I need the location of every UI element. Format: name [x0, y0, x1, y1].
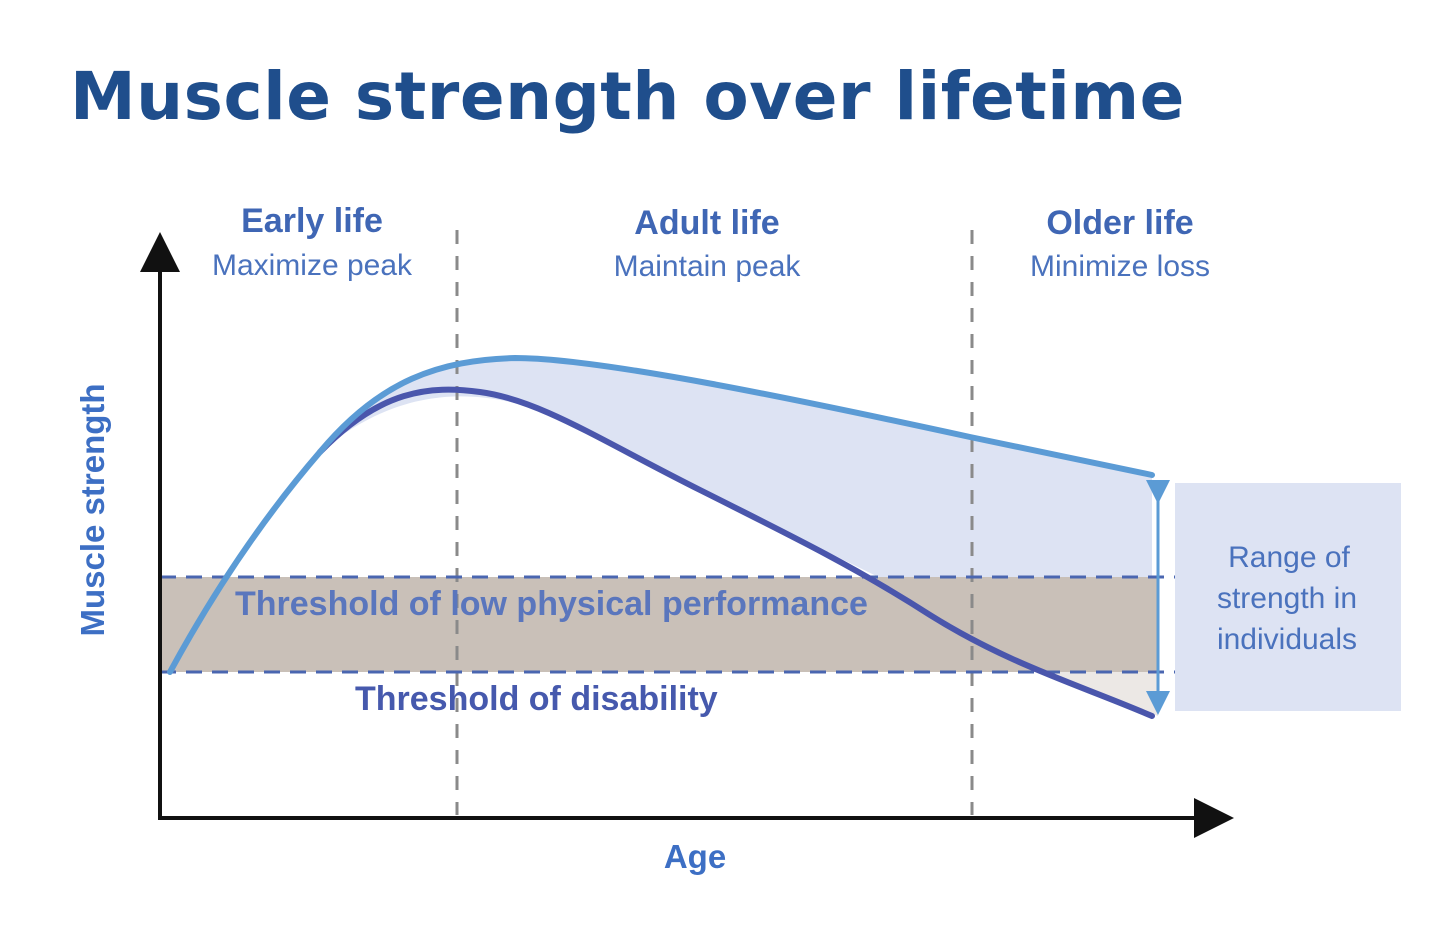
page-title: Muscle strength over lifetime: [70, 58, 1185, 135]
y-axis-label: Muscle strength: [74, 383, 111, 636]
threshold-band: [160, 577, 1158, 672]
upper-strength-curve: [167, 354, 1155, 675]
strength-range-fill: [320, 358, 1152, 716]
range-box: [1175, 483, 1401, 711]
range-text-line-2: strength in: [1217, 582, 1357, 615]
low-performance-label: Threshold of low physical performance: [235, 585, 868, 623]
phase-early-title: Early life: [241, 202, 383, 240]
range-text-line-1: Range of: [1228, 541, 1350, 574]
range-text-line-3: individuals: [1217, 623, 1357, 656]
phase-adult-title: Adult life: [634, 204, 779, 242]
phase-adult-goal: Maintain peak: [614, 250, 802, 283]
phase-older-title: Older life: [1046, 204, 1193, 242]
disability-label: Threshold of disability: [355, 680, 718, 718]
phase-older-goal: Minimize loss: [1030, 250, 1210, 283]
lower-strength-curve: [317, 386, 1155, 719]
x-axis-label: Age: [664, 838, 726, 875]
phase-early-goal: Maximize peak: [212, 249, 413, 282]
